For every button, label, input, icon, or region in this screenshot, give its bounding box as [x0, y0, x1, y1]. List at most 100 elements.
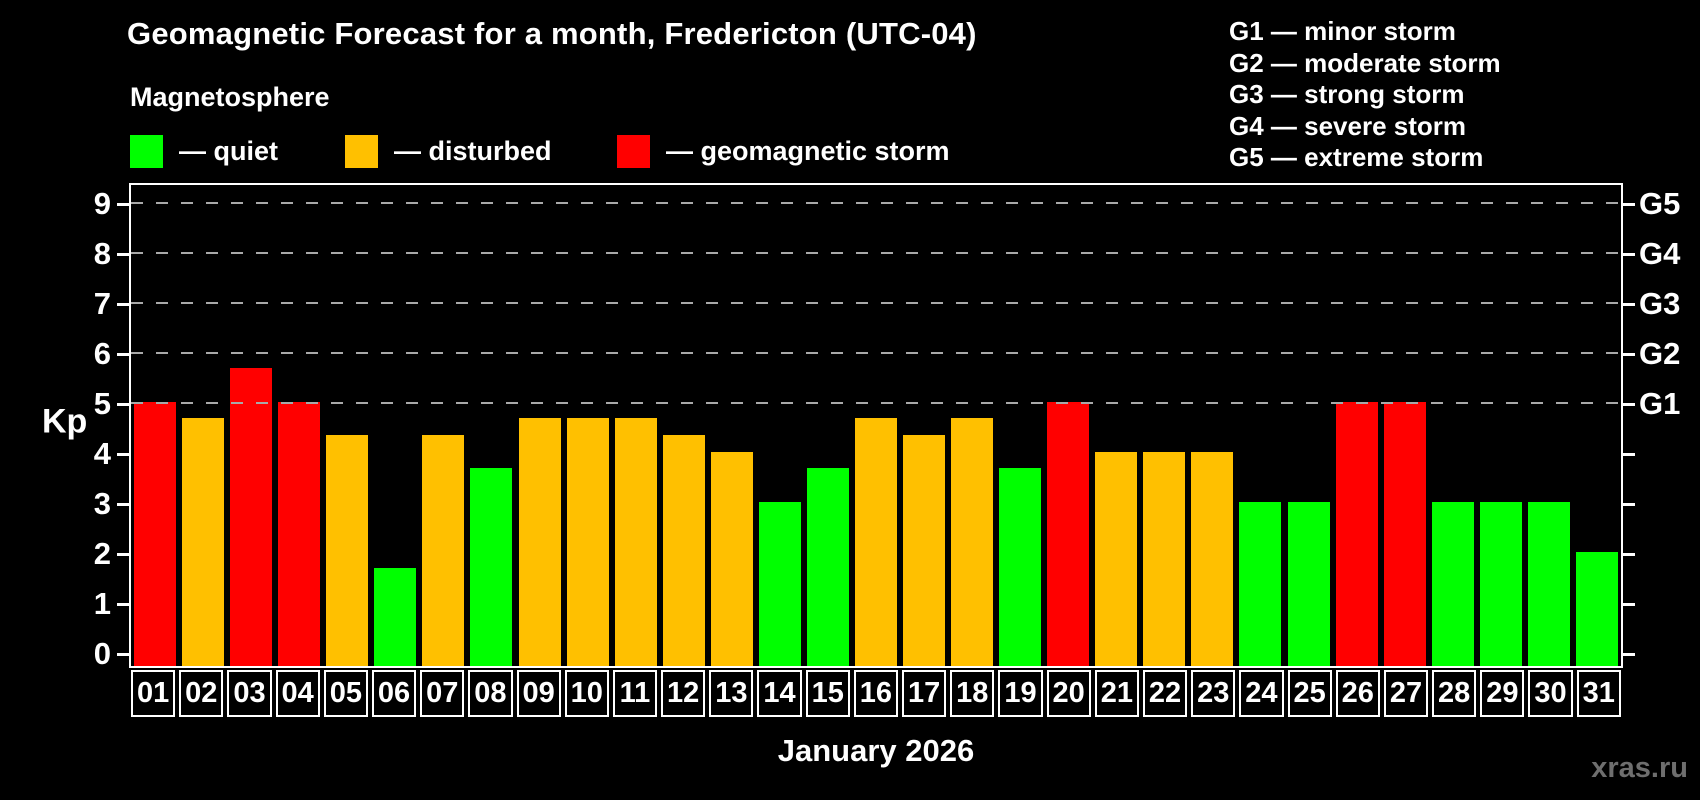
bar-slot-30	[1525, 185, 1573, 666]
bar-day-25	[1287, 502, 1330, 666]
bar-slot-09	[516, 185, 564, 666]
bar-day-16	[854, 418, 897, 666]
bar-slot-17	[900, 185, 948, 666]
bar-slot-02	[179, 185, 227, 666]
bar-slot-27	[1381, 185, 1429, 666]
legend-swatch-quiet	[130, 134, 163, 168]
y-tick-right-6	[1623, 353, 1635, 356]
gridline-kp5	[131, 402, 1621, 404]
bar-slot-01	[131, 185, 179, 666]
bar-day-06	[374, 568, 417, 666]
legend-label-storm: — geomagnetic storm	[666, 135, 950, 166]
bar-day-27	[1383, 402, 1426, 666]
y-tick-label-0: 0	[93, 636, 111, 671]
y-tick-right-2	[1623, 553, 1635, 556]
day-label-01: 01	[131, 670, 176, 717]
bar-slot-25	[1285, 185, 1333, 666]
day-label-14: 14	[757, 670, 802, 717]
g-scale-legend: G1 — minor storm G2 — moderate storm G3 — …	[1229, 16, 1501, 174]
bar-slot-22	[1140, 185, 1188, 666]
bar-day-26	[1335, 402, 1378, 666]
day-label-08: 08	[468, 670, 513, 717]
bar-day-19	[999, 468, 1042, 666]
y-tick-label-4: 4	[93, 436, 111, 471]
y-tick-label-5: 5	[93, 386, 111, 421]
bar-day-29	[1479, 502, 1522, 666]
bar-slot-07	[419, 185, 467, 666]
bar-slot-26	[1333, 185, 1381, 666]
bar-day-17	[903, 435, 946, 666]
bar-day-07	[422, 435, 465, 666]
day-label-27: 27	[1383, 670, 1429, 717]
day-label-18: 18	[950, 670, 995, 717]
bar-slot-16	[852, 185, 900, 666]
bar-series	[131, 185, 1621, 666]
bar-day-10	[566, 418, 609, 666]
y-tick-label-3: 3	[93, 486, 111, 521]
y-tick-left-5	[117, 403, 129, 406]
y-tick-right-8	[1623, 253, 1635, 256]
day-label-22: 22	[1142, 670, 1188, 717]
y-tick-left-3	[117, 503, 129, 506]
bar-day-02	[182, 418, 225, 666]
chart-title: Geomagnetic Forecast for a month, Freder…	[127, 16, 977, 51]
day-label-09: 09	[516, 670, 561, 717]
day-label-21: 21	[1094, 670, 1139, 717]
watermark: xras.ru	[1591, 752, 1688, 784]
day-label-20: 20	[1046, 670, 1091, 717]
day-label-05: 05	[323, 670, 368, 717]
plot-area	[117, 183, 1635, 668]
legend-item-disturbed: — disturbed	[345, 134, 552, 168]
bar-day-20	[1047, 402, 1090, 666]
legend-item-storm: — geomagnetic storm	[617, 134, 950, 168]
day-label-19: 19	[998, 670, 1043, 717]
bar-slot-28	[1429, 185, 1477, 666]
day-label-17: 17	[902, 670, 947, 717]
y-tick-left-9	[117, 203, 129, 206]
bar-day-04	[278, 402, 321, 666]
bar-slot-03	[227, 185, 275, 666]
day-label-03: 03	[227, 670, 272, 717]
day-label-23: 23	[1191, 670, 1236, 717]
legend-label-disturbed: — disturbed	[394, 135, 552, 166]
day-label-06: 06	[371, 670, 417, 717]
bar-slot-10	[564, 185, 612, 666]
bar-day-08	[470, 468, 513, 666]
y-tick-label-9: 9	[93, 186, 111, 221]
y-tick-right-5	[1623, 403, 1635, 406]
g-legend-line-3: G3 — strong storm	[1229, 79, 1465, 109]
bar-slot-21	[1092, 185, 1140, 666]
bar-day-30	[1527, 502, 1570, 666]
legend-swatch-storm	[617, 134, 650, 168]
day-label-25: 25	[1287, 670, 1332, 717]
bar-slot-08	[467, 185, 515, 666]
y-axis-title: Kp	[42, 402, 88, 441]
bar-slot-15	[804, 185, 852, 666]
day-label-30: 30	[1528, 670, 1573, 717]
gridline-kp7	[131, 302, 1621, 304]
bar-slot-29	[1477, 185, 1525, 666]
day-label-04: 04	[275, 670, 320, 717]
day-label-26: 26	[1335, 670, 1380, 717]
bar-slot-14	[756, 185, 804, 666]
gridline-kp8	[131, 252, 1621, 254]
y-tick-label-7: 7	[93, 286, 111, 321]
day-label-28: 28	[1432, 670, 1477, 717]
y-tick-right-7	[1623, 303, 1635, 306]
y-tick-label-1: 1	[93, 586, 111, 621]
bar-slot-18	[948, 185, 996, 666]
y-tick-right-3	[1623, 503, 1635, 506]
day-label-31: 31	[1576, 670, 1621, 717]
bar-slot-23	[1188, 185, 1236, 666]
y-tick-left-8	[117, 253, 129, 256]
bar-slot-13	[708, 185, 756, 666]
y-tick-left-4	[117, 453, 129, 456]
day-label-02: 02	[179, 670, 224, 717]
bar-day-03	[230, 368, 273, 666]
bar-day-14	[758, 502, 801, 666]
bar-slot-11	[612, 185, 660, 666]
bar-day-31	[1575, 552, 1618, 666]
day-label-29: 29	[1480, 670, 1525, 717]
y-tick-label-8: 8	[93, 236, 111, 271]
bar-day-28	[1431, 502, 1474, 666]
